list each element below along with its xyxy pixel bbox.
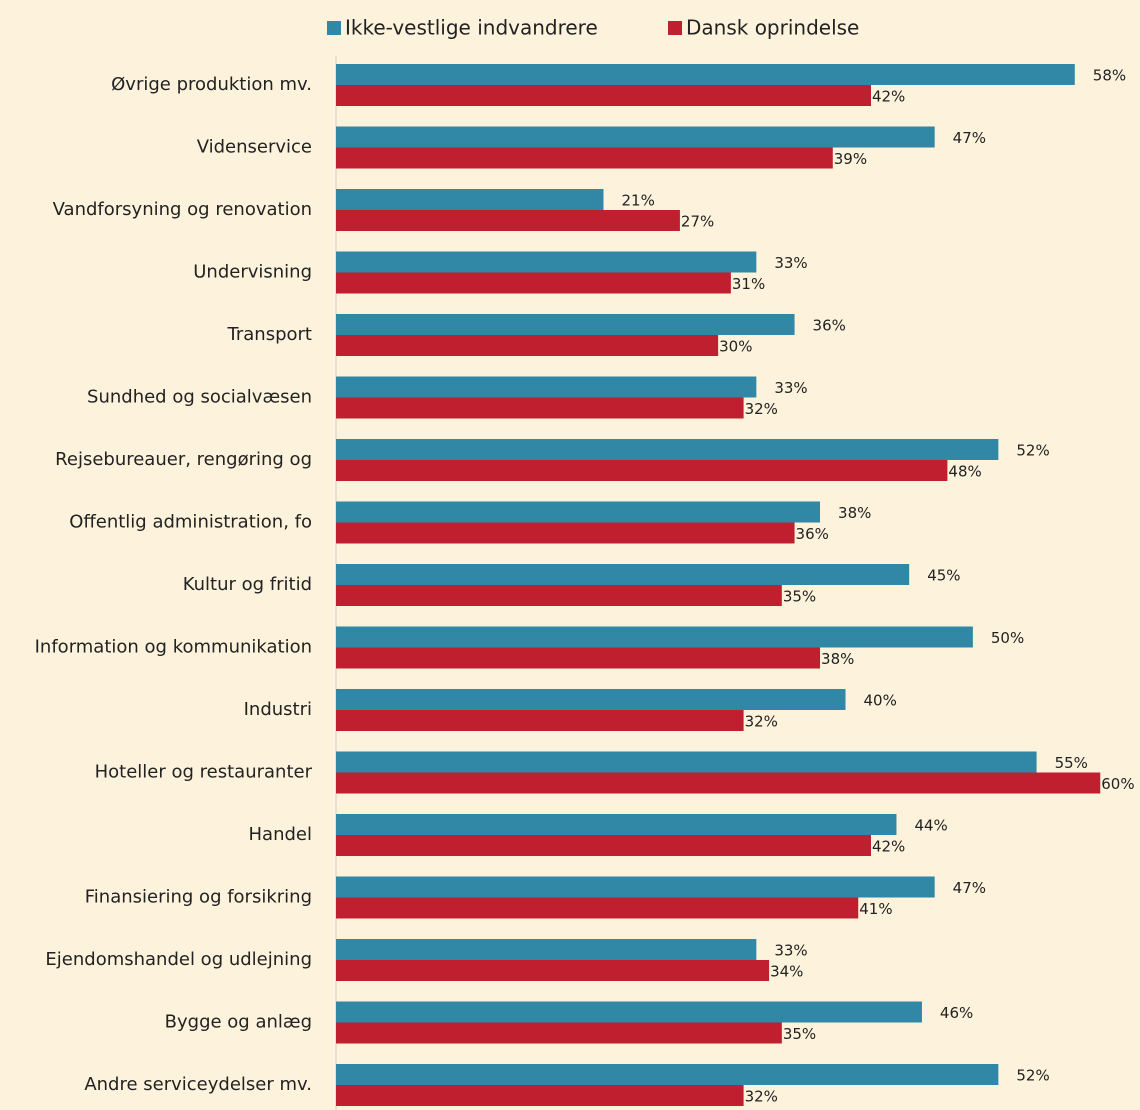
value-label: 32% <box>745 713 778 731</box>
category-label: Bygge og anlæg <box>165 1012 312 1033</box>
value-label: 31% <box>732 275 765 293</box>
bar <box>336 564 910 585</box>
legend-swatch <box>668 21 682 35</box>
bar <box>336 939 757 960</box>
value-label: 35% <box>783 1025 816 1043</box>
value-label: 38% <box>821 650 854 668</box>
value-label: 44% <box>914 817 947 835</box>
category-label: Finansiering og forsikring <box>85 887 312 908</box>
bar <box>336 876 935 898</box>
bar <box>336 314 795 335</box>
bar <box>336 126 935 148</box>
value-label: 42% <box>872 88 905 106</box>
value-label: 33% <box>774 254 807 272</box>
value-label: 47% <box>953 129 986 147</box>
bar <box>336 1022 782 1044</box>
bar <box>336 626 973 648</box>
value-label: 36% <box>796 525 829 543</box>
bar <box>336 835 871 856</box>
bar <box>336 1001 922 1023</box>
category-label: Information og kommunikation <box>35 637 312 658</box>
legend-swatch <box>327 21 341 35</box>
bar <box>336 85 871 106</box>
category-label: Øvrige produktion mv. <box>111 74 312 95</box>
value-label: 33% <box>774 379 807 397</box>
bar <box>336 751 1037 773</box>
category-label: Ejendomshandel og udlejning <box>45 949 312 970</box>
category-label: Undervisning <box>193 262 312 283</box>
category-label: Handel <box>249 824 312 845</box>
category-label: Rejsebureauer, rengøring og <box>55 449 312 470</box>
value-label: 52% <box>1016 1067 1049 1085</box>
category-label: Transport <box>227 324 312 345</box>
value-label: 32% <box>745 400 778 418</box>
value-label: 35% <box>783 588 816 606</box>
value-label: 60% <box>1101 775 1134 793</box>
bar <box>336 64 1075 85</box>
bar <box>336 210 680 231</box>
category-label: Kultur og fritid <box>183 574 312 595</box>
bar <box>336 1064 999 1085</box>
category-label: Andre serviceydelser mv. <box>84 1074 312 1095</box>
value-label: 39% <box>834 150 867 168</box>
bar <box>336 1085 744 1106</box>
value-label: 58% <box>1093 67 1126 85</box>
bar <box>336 522 795 544</box>
value-label: 38% <box>838 504 871 522</box>
value-label: 21% <box>621 192 654 210</box>
category-label: Sundhed og socialvæsen <box>87 387 312 408</box>
value-label: 45% <box>927 567 960 585</box>
value-label: 34% <box>770 963 803 981</box>
category-label: Videnservice <box>197 137 312 158</box>
bar <box>336 814 897 835</box>
value-label: 47% <box>953 879 986 897</box>
bar <box>336 376 757 398</box>
value-label: 33% <box>774 942 807 960</box>
bar <box>336 772 1101 794</box>
value-label: 46% <box>940 1004 973 1022</box>
bar <box>336 585 782 606</box>
category-label: Industri <box>244 699 312 720</box>
bar <box>336 335 719 356</box>
bar <box>336 897 859 919</box>
value-label: 52% <box>1016 442 1049 460</box>
value-label: 30% <box>719 338 752 356</box>
value-label: 50% <box>991 629 1024 647</box>
value-label: 27% <box>681 213 714 231</box>
legend-label: Ikke-vestlige indvandrere <box>345 16 598 40</box>
bar <box>336 460 948 481</box>
category-label: Offentlig administration, fo <box>69 512 312 533</box>
bar <box>336 251 757 273</box>
bar <box>336 189 604 210</box>
legend-label: Dansk oprindelse <box>686 16 859 40</box>
bar <box>336 647 821 669</box>
value-label: 41% <box>859 900 892 918</box>
category-label: Hoteller og restauranter <box>95 762 313 783</box>
value-label: 55% <box>1055 754 1088 772</box>
bar <box>336 397 744 419</box>
bar <box>336 147 833 169</box>
bar <box>336 960 770 981</box>
bar <box>336 439 999 460</box>
value-label: 32% <box>745 1088 778 1106</box>
bar <box>336 272 731 294</box>
value-label: 40% <box>864 692 897 710</box>
category-label: Vandforsyning og renovation <box>53 199 312 220</box>
bar <box>336 689 846 710</box>
bar <box>336 710 744 731</box>
bar <box>336 501 821 523</box>
value-label: 36% <box>813 317 846 335</box>
value-label: 42% <box>872 838 905 856</box>
value-label: 48% <box>948 463 981 481</box>
